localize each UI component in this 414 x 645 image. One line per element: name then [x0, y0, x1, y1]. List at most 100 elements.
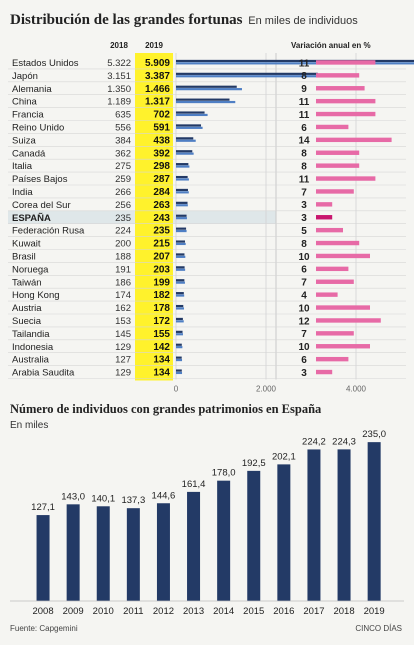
row-country-label: Australia [12, 355, 50, 366]
row-value-2019: 287 [153, 174, 170, 185]
variation-value: 14 [298, 136, 310, 147]
variation-value: 3 [301, 213, 307, 224]
bar-2018 [176, 137, 194, 140]
row-value-2018: 162 [115, 303, 131, 314]
spain-bar [187, 491, 201, 601]
row-country-label: Corea del Sur [12, 200, 71, 211]
row-country-label: Francia [12, 110, 44, 121]
bar-2018 [176, 72, 318, 75]
spain-bar-year-label: 2009 [63, 606, 84, 617]
row-value-2019: 392 [153, 148, 170, 159]
variation-bar [316, 331, 354, 336]
row-value-2018: 186 [115, 277, 131, 288]
row-value-2018: 1.350 [107, 84, 131, 95]
bar-2019 [176, 152, 194, 155]
row-value-2019: 203 [153, 264, 170, 275]
row-country-label: China [12, 97, 38, 108]
variation-bar [316, 356, 349, 362]
variation-bar [316, 344, 370, 349]
row-value-2019: 1.466 [145, 84, 170, 95]
row-value-2018: 3.151 [107, 71, 131, 82]
variation-value: 7 [301, 187, 307, 198]
row-country-label: Suiza [12, 135, 36, 146]
bar-2019 [176, 346, 183, 349]
spain-bar [36, 515, 50, 601]
variation-value: 4 [301, 290, 307, 301]
row-country-label: Países Bajos [12, 174, 68, 185]
bar-2018 [176, 369, 182, 372]
bar-2019 [176, 371, 183, 375]
row-country-label: Taiwán [12, 277, 42, 288]
bar-2018 [176, 163, 189, 166]
bar-2019 [176, 126, 203, 129]
variation-value: 11 [299, 97, 310, 108]
variation-value: 8 [301, 161, 307, 172]
bar-2019 [176, 268, 186, 271]
row-value-2018: 635 [115, 110, 131, 121]
row-country-label: India [12, 187, 33, 198]
variation-bar [316, 189, 354, 194]
variation-bar [316, 150, 360, 155]
row-value-2019: 3.387 [145, 71, 170, 82]
variation-bar [316, 266, 349, 272]
variation-bar [316, 253, 370, 259]
row-value-2019: 298 [153, 161, 170, 172]
variation-value: 10 [298, 342, 310, 353]
row-country-label: Reino Unido [12, 122, 64, 133]
bar-2018 [176, 266, 185, 269]
row-value-2019: 438 [153, 135, 170, 146]
bar-2018 [176, 330, 183, 333]
row-value-2018: 266 [115, 187, 131, 198]
spain-bar-value-label: 140,1 [91, 493, 115, 504]
row-value-2019: 142 [153, 342, 170, 353]
row-value-2018: 129 [115, 368, 131, 379]
row-value-2019: 263 [153, 200, 170, 211]
spain-bar [217, 480, 231, 601]
variation-bar [316, 98, 376, 104]
chart-title-text: Distribución de las grandes fortunas [10, 12, 243, 28]
bar-2019 [176, 113, 208, 117]
bar-2018 [176, 356, 182, 359]
row-value-2019: 178 [153, 303, 170, 314]
row-value-2018: 188 [115, 251, 131, 262]
spain-bar-year-label: 2013 [183, 606, 204, 617]
spain-bar [337, 449, 351, 601]
bar-2019 [176, 229, 187, 233]
column-header-2019: 2019 [145, 41, 163, 50]
variation-bar [316, 137, 392, 143]
row-value-2019: 182 [153, 290, 170, 301]
spain-bar-year-label: 2016 [273, 606, 294, 617]
variation-value: 3 [301, 368, 307, 379]
bar-2019 [176, 358, 183, 362]
variation-bar [316, 124, 349, 130]
spain-bar [126, 508, 140, 601]
row-value-2018: 174 [115, 290, 131, 301]
bar-2018 [176, 317, 183, 321]
row-value-2019: 172 [153, 316, 170, 327]
row-value-2018: 1.189 [107, 97, 131, 108]
spain-bar [66, 504, 80, 601]
spain-bar-year-label: 2018 [333, 606, 354, 617]
variation-bar [316, 240, 360, 246]
bar-2018 [176, 201, 188, 204]
spain-bar-year-label: 2019 [364, 606, 385, 617]
variation-bar [316, 305, 370, 310]
row-value-2018: 235 [115, 213, 131, 224]
bar-2019 [176, 62, 414, 65]
row-value-2018: 362 [115, 148, 131, 159]
spain-bar [247, 470, 261, 601]
spain-bar [277, 464, 291, 601]
spain-bar [367, 442, 381, 601]
variation-value: 11 [299, 174, 310, 185]
variation-value: 7 [301, 278, 307, 289]
column-header-2018: 2018 [110, 41, 128, 50]
spain-bar-value-label: 224,2 [302, 436, 326, 447]
bar-2018 [176, 59, 414, 63]
spain-bar-value-label: 224,3 [332, 436, 356, 447]
row-country-label: Federación Rusa [12, 226, 85, 237]
bar-2019 [176, 333, 183, 336]
variation-bar [316, 227, 343, 233]
bar-2019 [176, 242, 186, 246]
spain-bar-year-label: 2010 [93, 606, 114, 617]
